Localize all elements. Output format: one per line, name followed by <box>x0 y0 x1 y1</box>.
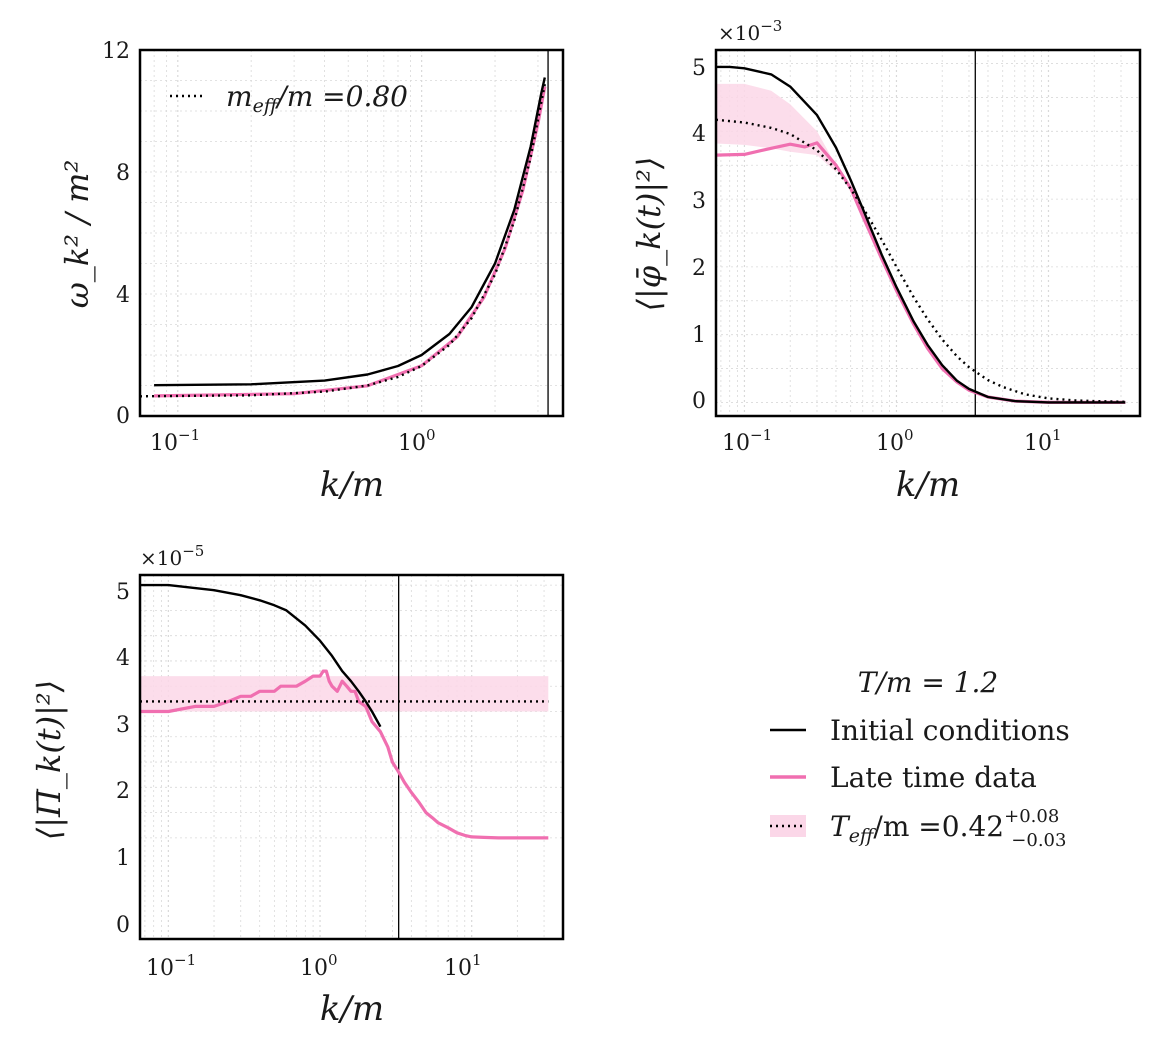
ytick-phi-1: 1 <box>692 323 706 348</box>
ytick-phi-5: 5 <box>692 56 706 81</box>
legend-initial-label: Initial conditions <box>830 714 1070 747</box>
series-line-pi-late-time-data <box>140 669 549 840</box>
ytick-pi-1: 1 <box>116 846 130 871</box>
ytick-pi-3: 3 <box>116 713 130 738</box>
ytick-pi-0: 0 <box>116 913 130 938</box>
ytick-pi-4: 4 <box>116 646 130 671</box>
series-line-phi-initial-conditions <box>716 65 1126 404</box>
xtick-omega-1: 100 <box>398 426 436 456</box>
xtick-pi-0: 10−1 <box>146 951 196 981</box>
figure-legend: T/m = 1.2 Initial conditions Late time d… <box>770 666 1070 851</box>
xlabel-phi: k/m <box>896 465 960 505</box>
ylabel-pi: ⟨|Π̄_k(t)|²⟩ <box>30 680 68 840</box>
series-line-omega-late-time-data <box>154 86 547 398</box>
ytick-phi-3: 3 <box>692 189 706 214</box>
xtick-pi-2: 101 <box>444 951 482 981</box>
ylabel-omega: ω_k² / m² <box>58 160 96 309</box>
ytick-phi-2: 2 <box>692 256 706 281</box>
ytick-omega-0: 0 <box>116 404 130 429</box>
series-line-phi-late-time-data <box>716 141 1126 404</box>
ytick-phi-4: 4 <box>692 122 706 147</box>
multiplier-pi: ×10−5 <box>140 542 204 570</box>
panel-omega: 0 4 8 12 10−1 100 k/m ω_k² / m² meff/m =… <box>58 39 565 505</box>
panel-phi: ×10−3 0 1 2 3 4 5 10−1 100 101 k/m ⟨|φ̄_… <box>630 17 1142 505</box>
series-omega <box>140 50 549 416</box>
xlabel-pi: k/m <box>320 989 384 1029</box>
ytick-omega-3: 12 <box>102 39 130 64</box>
xtick-omega-0: 10−1 <box>150 426 200 456</box>
series-line-phi-t-eff-m <box>716 118 1126 403</box>
plot-frame-omega <box>138 48 565 418</box>
legend-omega: meff/m =0.80 <box>170 80 408 117</box>
grid-pi <box>140 575 563 939</box>
plot-frame-pi <box>138 573 565 941</box>
legend-teff-label: Teff/m =0.42+0.08 −0.03 <box>830 806 1066 851</box>
series-line-omega-initial-conditions <box>154 77 546 387</box>
xtick-phi-1: 100 <box>876 426 914 456</box>
xlabel-omega: k/m <box>320 465 384 505</box>
ytick-pi-2: 2 <box>116 779 130 804</box>
uncertainty-band-pi <box>140 676 549 712</box>
legend-title: T/m = 1.2 <box>858 666 998 699</box>
series-line-pi-initial-conditions <box>140 583 382 728</box>
legend-omega-label: meff/m =0.80 <box>226 80 408 117</box>
ytick-phi-0: 0 <box>692 389 706 414</box>
series-line-omega-m-eff-m-0-80 <box>140 83 546 398</box>
ylabel-phi: ⟨|φ̄_k(t)|²⟩ <box>630 157 668 312</box>
xtick-phi-0: 10−1 <box>722 426 772 456</box>
legend-late-label: Late time data <box>830 761 1037 794</box>
xtick-pi-1: 100 <box>300 951 338 981</box>
ytick-omega-1: 4 <box>116 283 130 308</box>
series-phi <box>716 50 1126 416</box>
series-pi <box>140 575 549 939</box>
panel-pi: ×10−5 0 1 2 3 4 5 10−1 100 101 k/m ⟨|Π̄_… <box>30 542 565 1029</box>
ytick-pi-5: 5 <box>116 580 130 605</box>
multiplier-phi: ×10−3 <box>718 17 782 45</box>
xtick-phi-2: 101 <box>1024 426 1062 456</box>
uncertainty-band-phi <box>716 83 836 172</box>
ytick-omega-2: 8 <box>116 161 130 186</box>
plot-frame-phi <box>714 48 1142 418</box>
